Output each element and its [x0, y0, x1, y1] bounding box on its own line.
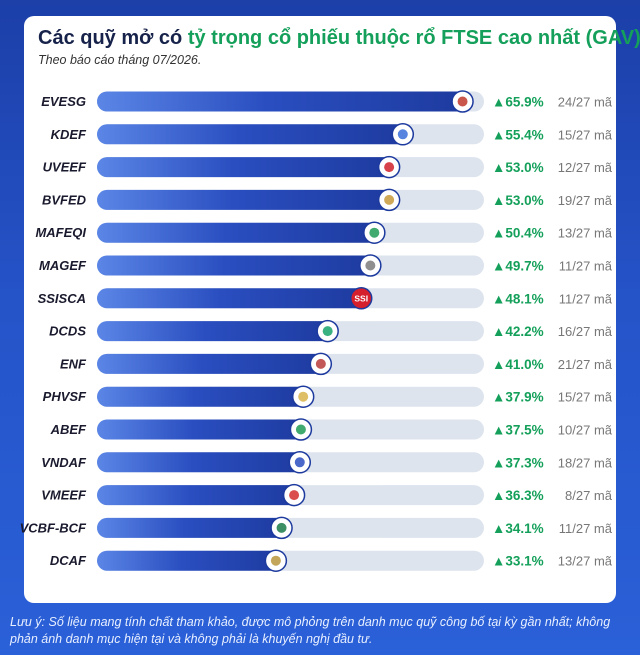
enf-logo-icon	[309, 352, 333, 376]
value-label: ▲49.7%	[492, 259, 544, 274]
svg-text:SSI: SSI	[354, 294, 368, 304]
kdef-logo-icon	[391, 123, 415, 146]
count-label: 10/27 mã	[558, 423, 613, 438]
bar	[97, 550, 286, 571]
count-label: 18/27 mã	[558, 455, 613, 470]
ssisca-logo-icon: SSI	[349, 287, 373, 310]
footnote: Lưu ý: Số liệu mang tính chất tham khảo,…	[10, 615, 611, 646]
phvsf-logo-icon	[291, 385, 315, 408]
vmeef-logo-icon	[282, 483, 306, 507]
bvfed-logo-icon	[377, 188, 401, 212]
value-label: ▲34.1%	[492, 521, 544, 536]
category-label: DCAF	[50, 553, 87, 568]
count-label: 19/27 mã	[558, 193, 613, 208]
category-label: VNDAF	[41, 455, 87, 470]
chart-card	[24, 16, 616, 603]
category-label: VMEEF	[41, 488, 87, 503]
bar	[97, 91, 473, 112]
count-label: 16/27 mã	[558, 324, 613, 339]
category-label: BVFED	[42, 192, 87, 207]
vcbf-bcf-logo-icon	[270, 516, 293, 540]
abef-logo-icon	[289, 418, 313, 441]
bar	[97, 124, 413, 145]
page-title: Các quỹ mở có tỷ trọng cổ phiếu thuộc rổ…	[38, 24, 640, 52]
count-label: 13/27 mã	[558, 554, 613, 569]
bar	[97, 321, 338, 342]
category-label: VCBF-BCF	[20, 520, 87, 535]
value-label: ▲42.2%	[492, 324, 544, 339]
value-label: ▲55.4%	[492, 127, 544, 142]
value-label: ▲33.1%	[492, 554, 544, 569]
bar	[97, 288, 371, 309]
uveef-logo-icon	[377, 155, 401, 179]
count-label: 12/27 mã	[558, 160, 613, 175]
bar	[97, 419, 311, 440]
bar	[97, 386, 313, 407]
value-label: ▲37.5%	[492, 423, 544, 438]
count-label: 11/27 mã	[559, 521, 613, 536]
value-label: ▲53.0%	[492, 193, 544, 208]
category-label: MAGEF	[39, 258, 87, 273]
value-label: ▲65.9%	[492, 95, 544, 110]
count-label: 24/27 mã	[558, 95, 613, 110]
evesg-logo-icon	[451, 90, 474, 113]
category-label: DCDS	[49, 324, 86, 339]
value-label: ▲53.0%	[492, 160, 544, 175]
mafeqi-logo-icon	[363, 221, 386, 244]
bar	[97, 485, 304, 506]
bar	[97, 353, 331, 374]
value-label: ▲36.3%	[492, 488, 544, 503]
category-label: EVESG	[41, 94, 86, 109]
value-label: ▲37.3%	[492, 455, 544, 470]
magef-logo-icon	[359, 254, 382, 277]
header: Các quỹ mở có tỷ trọng cổ phiếu thuộc rổ…	[38, 24, 640, 67]
count-label: 13/27 mã	[558, 226, 613, 241]
vndaf-logo-icon	[288, 451, 312, 474]
category-label: ENF	[60, 356, 87, 371]
dcds-logo-icon	[316, 319, 339, 343]
value-label: ▲41.0%	[492, 357, 544, 372]
count-label: 21/27 mã	[558, 357, 613, 372]
count-label: 11/27 mã	[559, 259, 613, 274]
category-label: UVEEF	[43, 160, 87, 175]
count-label: 11/27 mã	[559, 291, 613, 306]
title-prefix: Các quỹ mở có	[38, 27, 188, 49]
bar	[97, 222, 384, 243]
value-label: ▲48.1%	[492, 291, 544, 306]
bar	[97, 189, 399, 210]
dcaf-logo-icon	[264, 549, 288, 572]
count-label: 15/27 mã	[558, 390, 613, 405]
value-label: ▲50.4%	[492, 226, 544, 241]
bar	[97, 255, 380, 276]
bar	[97, 452, 310, 473]
category-label: SSISCA	[38, 291, 86, 306]
category-label: KDEF	[51, 127, 87, 142]
bar	[97, 157, 399, 178]
title-highlight: tỷ trọng cổ phiếu thuộc rổ FTSE cao nhất…	[187, 27, 640, 49]
subtitle: Theo báo cáo tháng 07/2026.	[38, 53, 202, 67]
category-label: PHVSF	[43, 389, 87, 404]
category-label: MAFEQI	[35, 225, 86, 240]
count-label: 15/27 mã	[558, 127, 613, 142]
count-label: 8/27 mã	[565, 488, 613, 503]
bar	[97, 517, 292, 538]
value-label: ▲37.9%	[492, 390, 544, 405]
category-label: ABEF	[50, 422, 87, 437]
